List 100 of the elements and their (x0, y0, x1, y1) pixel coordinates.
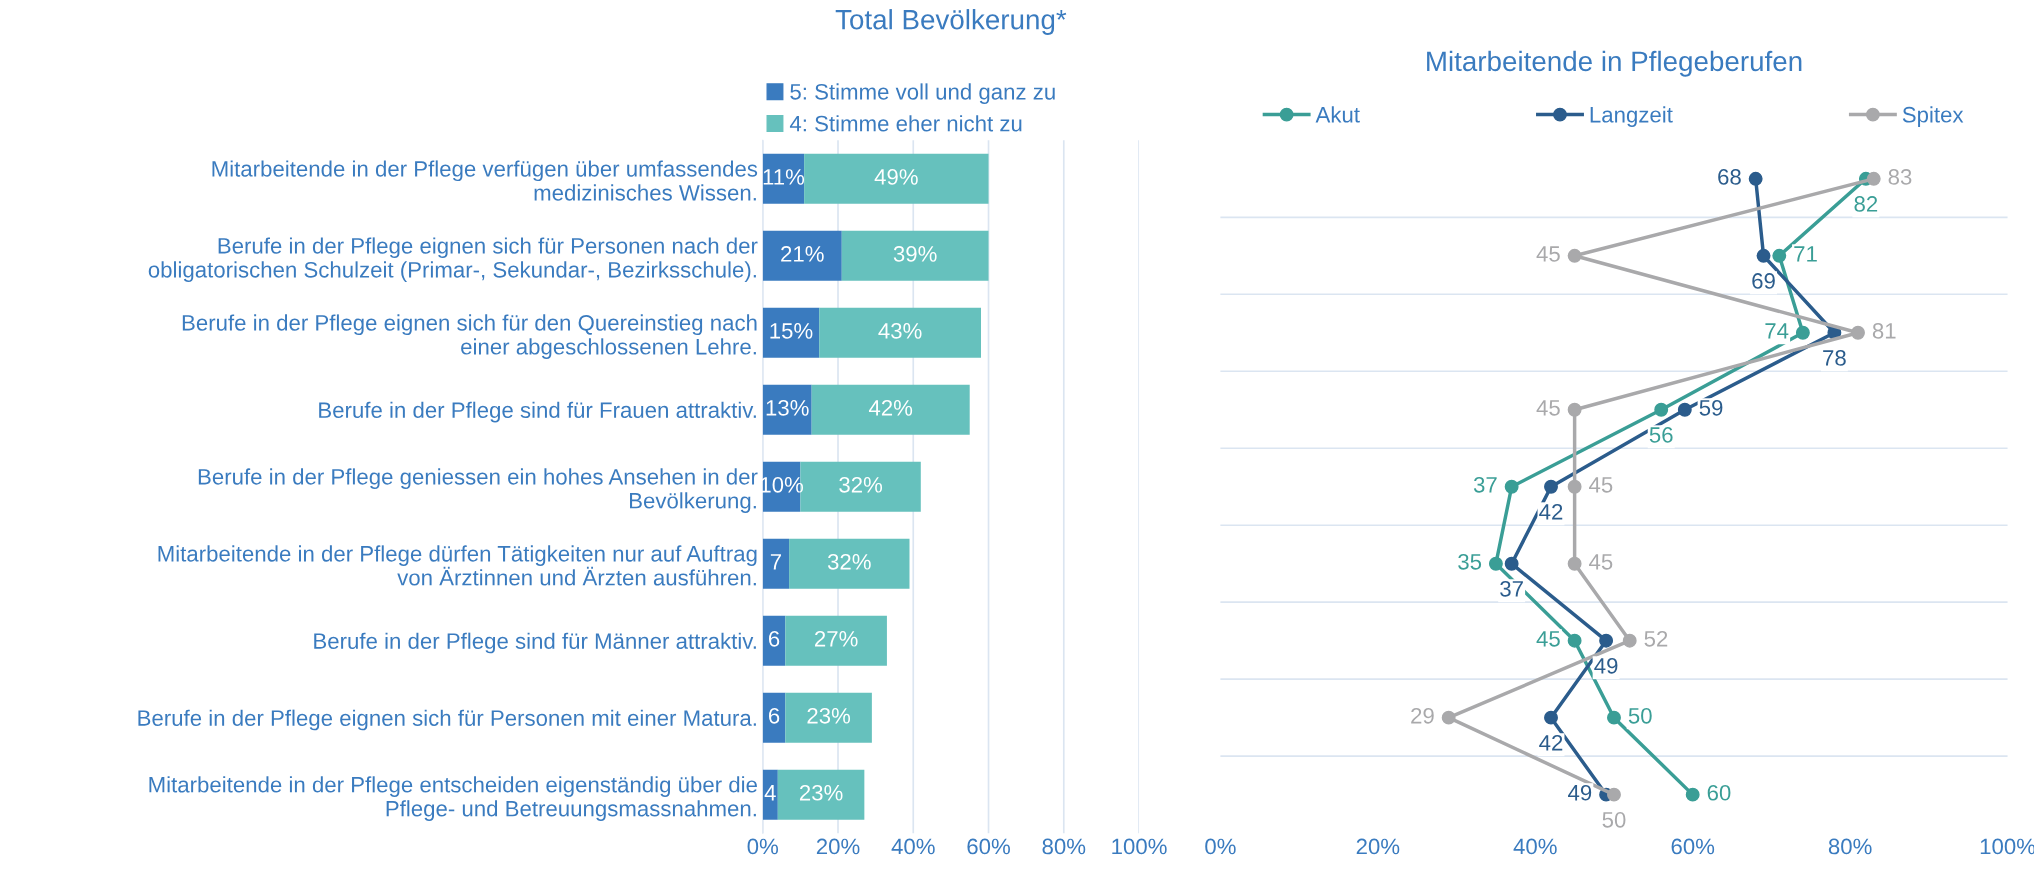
point (1567, 556, 1582, 571)
point (1599, 633, 1614, 648)
data-label: 11% (763, 169, 805, 185)
point (1748, 171, 1763, 186)
y-tick-label: Berufe in der Pflege sind für Frauen attraktiv. (319, 401, 756, 423)
data-label: 59 (1699, 399, 1723, 416)
data-label: 6 (768, 630, 780, 647)
data-label: 56 (1649, 427, 1673, 443)
point (1607, 710, 1621, 725)
data-label: 29 (1411, 707, 1434, 724)
point (1567, 248, 1582, 263)
data-label: 42 (1539, 734, 1563, 751)
point (1772, 248, 1787, 263)
data-label: 78 (1823, 350, 1846, 366)
legend-label: Langzeit (1590, 106, 1673, 127)
data-label: 45 (1536, 631, 1560, 647)
x-tick-label: 100% (1112, 838, 1167, 855)
point (1677, 402, 1692, 417)
data-label: 32% (827, 553, 871, 570)
bar (785, 692, 872, 743)
data-label: 13% (766, 399, 809, 416)
x-tick-label: 20% (816, 838, 860, 855)
bar (811, 384, 970, 435)
y-tick-label: Berufe in der Pflege eignen sich für Personen nach der obligatorischen Schulzeit (Primar-, Sekundar-, Bezirksschule). (148, 237, 758, 283)
data-label: 81 (1872, 323, 1896, 339)
bar (762, 307, 820, 358)
data-label: 50 (1628, 707, 1652, 724)
data-label: 32% (839, 476, 883, 493)
x-tick-label: 80% (1828, 838, 1872, 855)
x-tick-label: 20% (1356, 838, 1400, 855)
point (1544, 479, 1558, 494)
data-label: 50 (1602, 811, 1626, 828)
bar (789, 538, 910, 589)
point (1756, 248, 1771, 263)
data-label: 23% (799, 784, 843, 801)
x-tick-label: 40% (1513, 838, 1557, 855)
x-tick-label: 60% (967, 838, 1010, 855)
x-tick-label: 80% (1042, 838, 1086, 855)
bar (762, 384, 812, 435)
y-tick-label: Mitarbeitende in der Pflege dürfen Tätigkeiten nur auf Auftrag von Ärztinnen und Ärzten ausführen. (158, 545, 757, 586)
data-label: 69 (1752, 273, 1775, 289)
data-label: 7 (770, 554, 781, 570)
point (1795, 325, 1810, 340)
point (1567, 479, 1582, 494)
bar (762, 538, 790, 589)
chart-title: Mitarbeitende in Pflegeberufen (1427, 50, 1802, 77)
point (1866, 171, 1881, 186)
y-tick-label: Berufe in der Pflege geniessen ein hohes Ansehen in der Bevölkerung. (198, 468, 758, 513)
bar (762, 615, 786, 666)
bar (819, 307, 981, 358)
y-tick-label: Berufe in der Pflege sind für Männer attraktiv. (314, 632, 756, 654)
y-tick-label: Berufe in der Pflege eignen sich für den Quereinstieg nach einer abgeschlossenen Lehre. (182, 314, 757, 360)
bar (777, 769, 865, 820)
data-label: 42% (868, 399, 913, 416)
data-label: 37 (1500, 580, 1523, 597)
data-label: 82 (1854, 196, 1878, 212)
chart-title: Total Bevölkerung* (835, 9, 1067, 35)
legend-label: 4: Stimme eher nicht zu (789, 115, 1022, 132)
data-label: 27% (815, 630, 858, 647)
x-tick-label: 0% (747, 838, 779, 855)
data-label: 23% (807, 707, 851, 724)
data-label: 15% (770, 323, 813, 339)
point (1654, 402, 1669, 417)
bar (785, 615, 887, 666)
x-tick-label: 40% (891, 838, 935, 855)
data-label: 45 (1589, 477, 1613, 493)
bar (762, 769, 778, 820)
data-label: 6 (768, 707, 780, 724)
data-label: 4 (764, 785, 776, 801)
data-label: 45 (1536, 246, 1560, 262)
point (1441, 710, 1456, 725)
point (1607, 787, 1621, 802)
point (1504, 479, 1519, 494)
x-tick-label: 0% (1205, 838, 1236, 855)
legend-label: 5: Stimme voll und ganz zu (790, 83, 1055, 105)
point (1544, 710, 1558, 725)
y-tick-label: Mitarbeitende in der Pflege entscheiden eigenständig über die Pflege- und Betreuungsmassnahmen. (149, 776, 757, 821)
y-tick-label: Berufe in der Pflege eignen sich für Personen mit einer Matura. (138, 709, 756, 731)
bar (762, 692, 786, 743)
data-label: 43% (878, 323, 922, 339)
data-label: 37 (1473, 476, 1497, 493)
legend-label: Akut (1315, 106, 1360, 123)
data-label: 71 (1794, 246, 1817, 262)
data-label: 42 (1539, 503, 1563, 520)
bar (762, 230, 842, 281)
data-label: 39% (893, 246, 937, 262)
bar (804, 153, 989, 204)
data-label: 68 (1718, 169, 1741, 185)
bar (841, 230, 989, 281)
data-label: 45 (1589, 554, 1613, 570)
point (1851, 325, 1865, 340)
point (1685, 787, 1700, 802)
data-label: 45 (1536, 400, 1560, 416)
data-label: 49 (1568, 784, 1592, 801)
data-label: 35 (1458, 553, 1482, 570)
point (1622, 633, 1637, 648)
data-label: 74 (1765, 323, 1789, 339)
data-label: 21% (781, 246, 824, 262)
point (1567, 402, 1582, 417)
data-label: 49% (874, 169, 918, 185)
